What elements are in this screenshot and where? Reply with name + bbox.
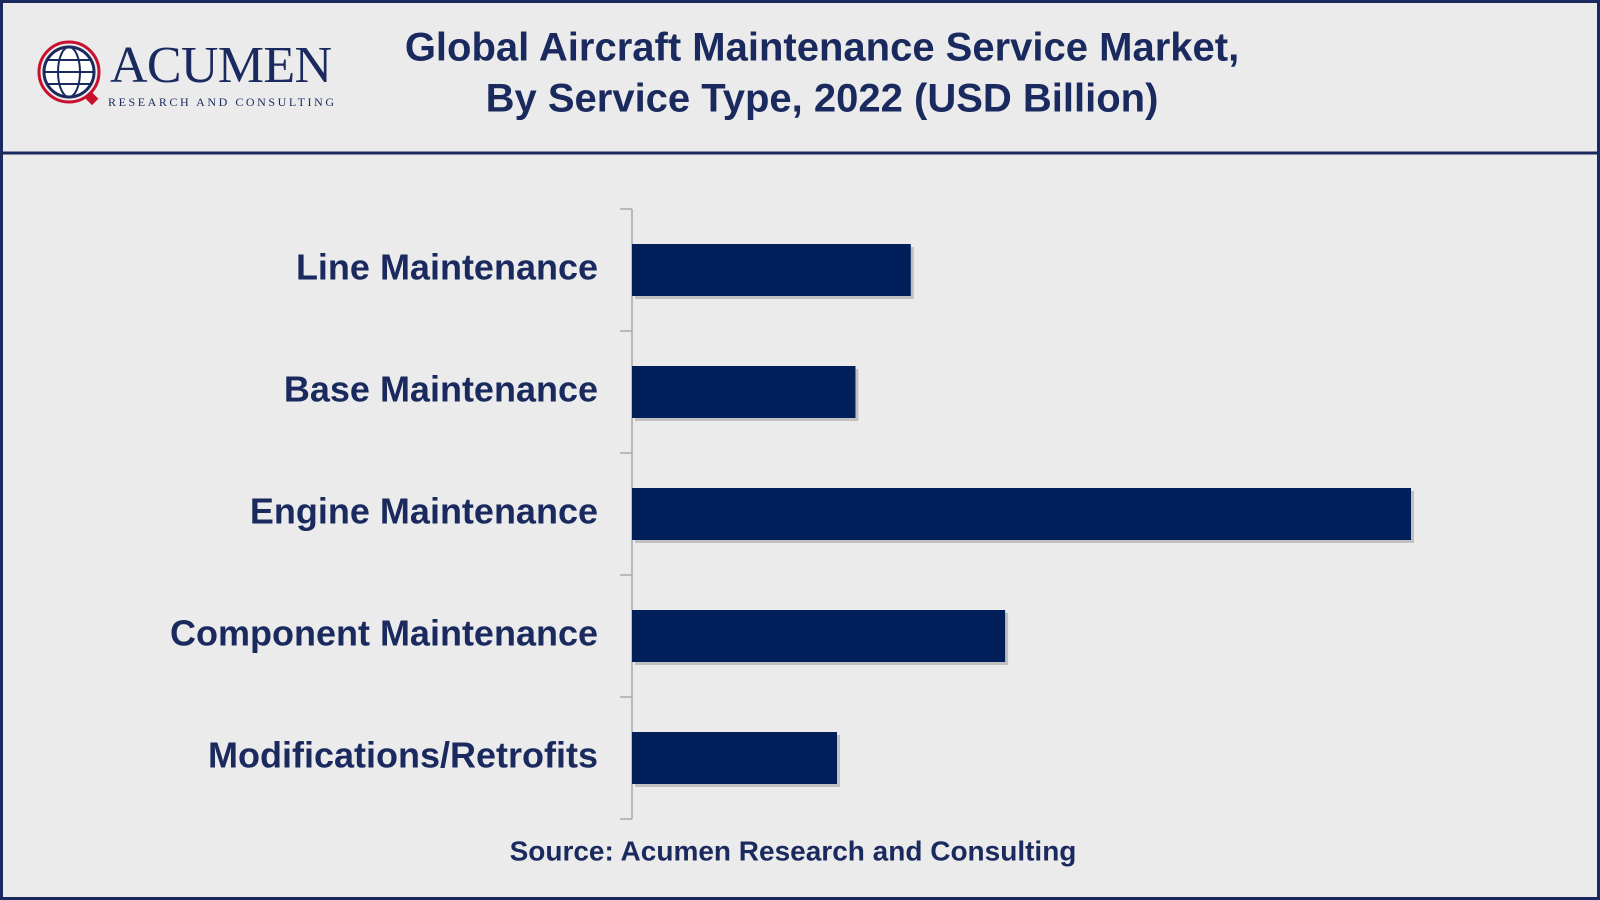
bar: [632, 610, 1006, 662]
y-tick-label: Component Maintenance: [170, 613, 598, 654]
bar: [632, 488, 1411, 540]
y-tick-label: Engine Maintenance: [250, 491, 598, 532]
y-tick-label: Base Maintenance: [284, 369, 598, 410]
logo-name: ACUMEN: [110, 37, 332, 94]
logo-tagline: RESEARCH AND CONSULTING: [108, 95, 334, 109]
y-tick-label: Modifications/Retrofits: [208, 735, 598, 776]
bar: [632, 366, 856, 418]
chart-title: By Service Type, 2022 (USD Billion): [486, 77, 1159, 121]
bar: [632, 244, 911, 296]
source-note: Source: Acumen Research and Consulting: [510, 835, 1077, 866]
logo-globe: [37, 40, 101, 106]
chart-title: Global Aircraft Maintenance Service Mark…: [405, 26, 1239, 70]
y-tick-label: Line Maintenance: [296, 247, 598, 288]
bar: [632, 732, 837, 784]
